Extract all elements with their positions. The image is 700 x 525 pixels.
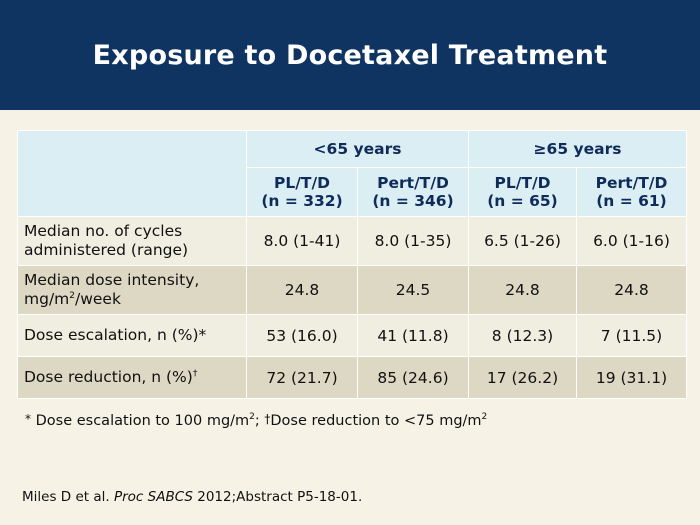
header-corner [17,130,247,217]
row-label-text: Dose reduction, n (%) [24,368,193,386]
column-header: Pert/T/D (n = 346) [357,167,469,217]
citation-journal: Proc SABCS [113,489,193,505]
dagger-mark: † [192,368,198,379]
table-cell: 85 (24.6) [357,356,469,399]
column-header: Pert/T/D (n = 61) [576,167,687,217]
table-cell: 8.0 (1-35) [357,216,469,266]
table-cell: 24.8 [246,265,358,315]
dagger-mark: † [264,412,271,426]
row-label-line: Median no. of cycles [24,222,183,240]
slide-title: Exposure to Docetaxel Treatment [92,39,608,71]
table-cell: 24.8 [468,265,577,315]
table-cell: 8.0 (1-41) [246,216,358,266]
footnote-reduction: Dose reduction to <75 mg/m [270,413,482,429]
table-cell: 7 (11.5) [576,314,687,357]
column-header-arm: PL/T/D [494,174,551,192]
group-header-65-plus: ≥65 years [468,130,687,168]
footnote-superscript: 2 [481,412,488,423]
table-cell: 72 (21.7) [246,356,358,399]
table-row: Dose reduction, n (%)† 72 (21.7) 85 (24.… [17,356,687,399]
table-cell: 8 (12.3) [468,314,577,357]
column-header-arm: Pert/T/D [377,174,449,192]
column-header-arm: PL/T/D [274,174,330,192]
asterisk-mark: * [25,412,31,426]
citation-details: 2012;Abstract P5-18-01. [197,489,363,505]
title-bar: Exposure to Docetaxel Treatment [0,0,700,110]
column-header: PL/T/D (n = 65) [468,167,577,217]
footnote-separator: ; [254,413,260,429]
row-label: Median no. of cycles administered (range) [17,216,247,266]
table-cell: 6.0 (1-16) [576,216,687,266]
footnote-superscript: 2 [249,412,255,423]
table-cell: 53 (16.0) [246,314,358,357]
column-header: PL/T/D (n = 332) [246,167,358,217]
citation: Miles D et al. Proc SABCS 2012;Abstract … [22,489,362,505]
column-header-n: (n = 346) [372,192,454,210]
column-header-n: (n = 332) [261,192,343,210]
table-cell: 24.8 [576,265,687,315]
table-cell: 19 (31.1) [576,356,687,399]
table-row: Median dose intensity, mg/m2/week 24.8 24… [17,265,687,315]
table-row: Dose escalation, n (%)* 53 (16.0) 41 (11… [17,314,687,357]
footnote-escalation: Dose escalation to 100 mg/m [35,413,250,429]
row-label-superscript: 2 [69,290,75,301]
table-cell: 6.5 (1-26) [468,216,577,266]
row-label-line: administered (range) [24,241,189,259]
table-cell: 17 (26.2) [468,356,577,399]
column-header-n: (n = 65) [487,192,558,210]
row-label-line: Median dose intensity, [24,271,200,289]
table-cell: 41 (11.8) [357,314,469,357]
row-label-unit-suffix: /week [75,290,121,308]
citation-authors: Miles D et al. [22,489,110,505]
group-header-under-65: <65 years [246,130,469,168]
footnote: * Dose escalation to 100 mg/m2; †Dose re… [25,412,487,429]
row-label: Dose reduction, n (%)† [17,356,247,399]
column-header-n: (n = 61) [596,192,667,210]
row-label: Median dose intensity, mg/m2/week [17,265,247,315]
table-cell: 24.5 [357,265,469,315]
exposure-table: <65 years ≥65 years PL/T/D (n = 332) Pert… [17,130,687,399]
column-header-arm: Pert/T/D [595,174,668,192]
table-row: Median no. of cycles administered (range)… [17,216,687,266]
row-label-unit: mg/m [24,290,70,308]
row-label: Dose escalation, n (%)* [17,314,247,357]
